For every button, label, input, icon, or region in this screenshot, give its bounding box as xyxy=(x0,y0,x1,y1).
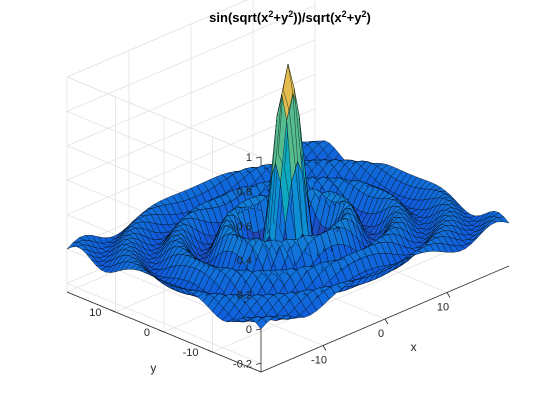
x-tick-2 xyxy=(446,292,451,298)
y-tick-1 xyxy=(158,329,165,333)
z-tick-1 xyxy=(255,328,262,331)
y-gridline-floor-0 xyxy=(212,245,461,353)
chart-title: sin(sqrt(x2+y2))/sqrt(x2+y2) xyxy=(209,9,371,25)
x-tick-label: 0 xyxy=(378,328,384,340)
y-tick-2 xyxy=(110,309,116,313)
y-tick-0 xyxy=(207,349,213,353)
y-tick-label: 0 xyxy=(144,327,150,339)
x-axis-label: x xyxy=(411,340,417,354)
box-edge-left-top xyxy=(66,76,262,158)
z-tick-6 xyxy=(255,156,262,159)
surface-layer xyxy=(66,63,510,330)
y-tick-label: 10 xyxy=(89,307,101,319)
x-tick-label: -10 xyxy=(311,355,327,367)
label-layer: -10 0 10 -10 0 10 -0.2 0 0.2 0.4 0.6 0.8 1 x y xyxy=(89,152,449,375)
y-axis-label: y xyxy=(150,361,156,375)
z-tick-label: 0.2 xyxy=(237,290,252,302)
z-tick-0 xyxy=(255,363,262,365)
z-tick-label: 0.8 xyxy=(237,186,252,198)
box-edge-back-top xyxy=(66,0,249,78)
z-tick-label: -0.2 xyxy=(233,358,252,370)
z-tick-label: 0 xyxy=(246,324,252,336)
z-tick-label: 0.6 xyxy=(237,221,252,233)
z-tick-label: 0.4 xyxy=(237,255,252,267)
y-tick-label: -10 xyxy=(183,347,199,359)
z-tick-label: 1 xyxy=(246,152,252,164)
axis-layer xyxy=(66,156,510,373)
x-tick-0 xyxy=(322,345,327,351)
x-tick-1 xyxy=(384,318,389,325)
x-tick-label: 10 xyxy=(437,302,449,314)
surface-patch xyxy=(497,216,510,224)
